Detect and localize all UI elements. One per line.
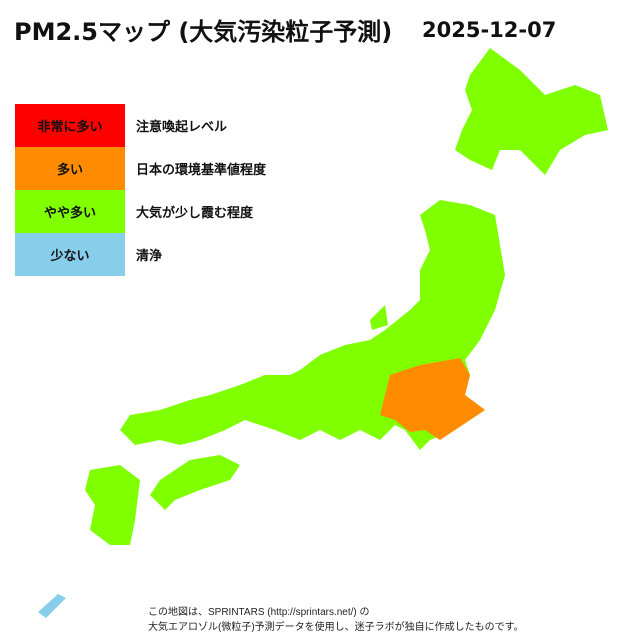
legend-desc: 日本の環境基準値程度 bbox=[136, 163, 267, 178]
legend-item-very-high: 非常に多い 注意喚起レベル bbox=[15, 104, 266, 147]
region-kanto[interactable] bbox=[380, 358, 485, 440]
legend-swatch: やや多い bbox=[15, 190, 125, 233]
attribution-line: 大気エアロゾル(微粒子)予測データを使用し、迷子ラボが独自に作成したものです。 bbox=[148, 622, 524, 633]
region-sado[interactable] bbox=[370, 305, 388, 330]
region-shikoku[interactable] bbox=[150, 455, 240, 510]
legend-item-low: 少ない 清浄 bbox=[15, 233, 266, 276]
region-kyushu[interactable] bbox=[85, 465, 140, 545]
page-title: PM2.5マップ (大気汚染粒子予測) bbox=[14, 18, 393, 46]
legend-swatch: 多い bbox=[15, 147, 125, 190]
legend-item-high: 多い 日本の環境基準値程度 bbox=[15, 147, 266, 190]
attribution-line: この地図は、SPRINTARS (http://sprintars.net/) … bbox=[148, 607, 370, 618]
forecast-date: 2025-12-07 bbox=[422, 18, 557, 42]
legend-swatch: 非常に多い bbox=[15, 104, 125, 147]
region-okinawa[interactable] bbox=[38, 594, 66, 618]
legend-item-moderate: やや多い 大気が少し霞む程度 bbox=[15, 190, 266, 233]
legend-desc: 大気が少し霞む程度 bbox=[136, 206, 254, 221]
legend-swatch: 少ない bbox=[15, 233, 125, 276]
legend-desc: 注意喚起レベル bbox=[136, 120, 228, 135]
legend: 非常に多い 注意喚起レベル 多い 日本の環境基準値程度 やや多い 大気が少し霞む程度 … bbox=[15, 104, 266, 276]
attribution-note: この地図は、SPRINTARS (http://sprintars.net/) … bbox=[148, 605, 524, 635]
region-hokkaido[interactable] bbox=[455, 48, 608, 175]
legend-desc: 清浄 bbox=[136, 249, 163, 264]
